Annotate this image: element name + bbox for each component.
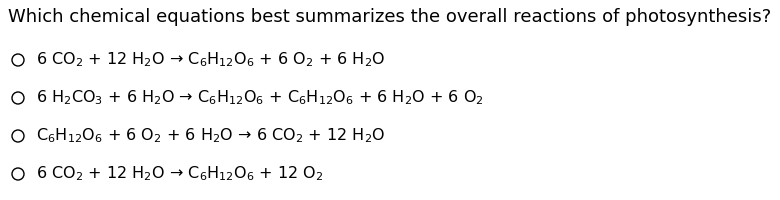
- Text: 6 CO$_2$ + 12 H$_2$O → C$_6$H$_{12}$O$_6$ + 12 O$_2$: 6 CO$_2$ + 12 H$_2$O → C$_6$H$_{12}$O$_6…: [36, 165, 324, 183]
- Text: 6 CO$_2$ + 12 H$_2$O → C$_6$H$_{12}$O$_6$ + 6 O$_2$ + 6 H$_2$O: 6 CO$_2$ + 12 H$_2$O → C$_6$H$_{12}$O$_6…: [36, 51, 385, 69]
- Text: Which chemical equations best summarizes the overall reactions of photosynthesis: Which chemical equations best summarizes…: [8, 8, 771, 26]
- Text: C$_6$H$_{12}$O$_6$ + 6 O$_2$ + 6 H$_2$O → 6 CO$_2$ + 12 H$_2$O: C$_6$H$_{12}$O$_6$ + 6 O$_2$ + 6 H$_2$O …: [36, 127, 385, 145]
- Text: 6 H$_2$CO$_3$ + 6 H$_2$O → C$_6$H$_{12}$O$_6$ + C$_6$H$_{12}$O$_6$ + 6 H$_2$O + : 6 H$_2$CO$_3$ + 6 H$_2$O → C$_6$H$_{12}$…: [36, 89, 484, 107]
